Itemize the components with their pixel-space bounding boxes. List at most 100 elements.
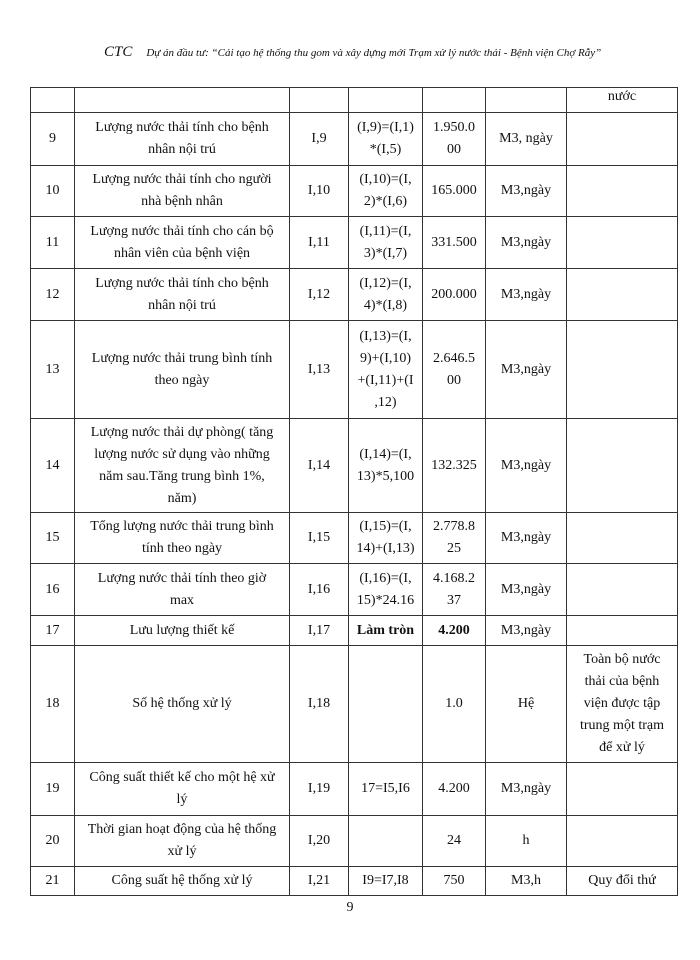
- table-row: 10 Lượng nước thải tính cho người nhà bện…: [30, 165, 678, 217]
- cell-unit: M3,ngày: [485, 615, 567, 646]
- cell-no: 21: [30, 866, 75, 896]
- cell-name: Lượng nước thải tính cho bệnh nhân nội t…: [74, 268, 290, 321]
- cell-unit: h: [485, 815, 567, 867]
- cell-code: I,20: [289, 815, 349, 867]
- table-row: 21 Công suất hệ thống xử lý I,21 I9=I7,I8 75…: [30, 866, 678, 896]
- cell-name: Lượng nước thải trung bình tính theo ngà…: [74, 320, 290, 419]
- cell-unit: M3,ngày: [485, 512, 567, 564]
- cell-unit: M3,ngày: [485, 418, 567, 513]
- cell-note: [566, 815, 678, 867]
- table-row: 16 Lượng nước thải tính theo giờ max I,16(…: [30, 563, 678, 616]
- table-row: 9 Lượng nước thải tính cho bệnh nhân nội …: [30, 112, 678, 166]
- cell-value: 331.500: [422, 216, 486, 269]
- cell-code: [289, 87, 349, 113]
- table-row: 17 Lưu lượng thiết kế I,17 Làm tròn 4.200 M3,…: [30, 615, 678, 646]
- cell-no: [30, 87, 75, 113]
- cell-unit: M3,ngày: [485, 563, 567, 616]
- cell-note: [566, 320, 678, 419]
- cell-code: I,21: [289, 866, 349, 896]
- cell-code: I,10: [289, 165, 349, 217]
- table-row: 11 Lượng nước thải tính cho cán bộ nhân v…: [30, 216, 678, 269]
- cell-code: I,13: [289, 320, 349, 419]
- cell-note: Quy đổi thứ: [566, 866, 678, 896]
- cell-note: [566, 112, 678, 166]
- cell-unit: M3,ngày: [485, 268, 567, 321]
- cell-formula: (I,11)=(I, 3)*(I,7): [348, 216, 423, 269]
- cell-value: 132.325: [422, 418, 486, 513]
- cell-name: Lượng nước thải dự phòng( tăng lượng nướ…: [74, 418, 290, 513]
- cell-code: I,14: [289, 418, 349, 513]
- table-row: 19 Công suất thiết kế cho một hệ xử lý I,1…: [30, 762, 678, 816]
- cell-unit: [485, 87, 567, 113]
- cell-name: [74, 87, 290, 113]
- cell-code: I,9: [289, 112, 349, 166]
- table-row: 13 Lượng nước thải trung bình tính theo n…: [30, 320, 678, 419]
- cell-value: 2.646.5 00: [422, 320, 486, 419]
- cell-note: [566, 512, 678, 564]
- cell-note: nước: [566, 87, 678, 113]
- cell-value: 1.0: [422, 645, 486, 763]
- cell-formula: (I,13)=(I, 9)+(I,10) +(I,11)+(I ,12): [348, 320, 423, 419]
- cell-no: 12: [30, 268, 75, 321]
- cell-value: [422, 87, 486, 113]
- cell-formula: [348, 645, 423, 763]
- cell-name: Số hệ thống xử lý: [74, 645, 290, 763]
- cell-formula: [348, 815, 423, 867]
- cell-formula: [348, 87, 423, 113]
- cell-code: I,19: [289, 762, 349, 816]
- cell-formula: 17=I5,I6: [348, 762, 423, 816]
- cell-no: 14: [30, 418, 75, 513]
- calculation-table: nước 9 Lượng nước thải tính cho bệnh nhân …: [30, 87, 678, 896]
- table-row: nước: [30, 87, 678, 113]
- cell-no: 10: [30, 165, 75, 217]
- cell-value: 200.000: [422, 268, 486, 321]
- cell-code: I,15: [289, 512, 349, 564]
- cell-name: Công suất thiết kế cho một hệ xử lý: [74, 762, 290, 816]
- cell-name: Lượng nước thải tính cho cán bộ nhân viê…: [74, 216, 290, 269]
- cell-formula: (I,16)=(I, 15)*24.16: [348, 563, 423, 616]
- table-row: 14 Lượng nước thải dự phòng( tăng lượng n…: [30, 418, 678, 513]
- page-number: 9: [346, 900, 354, 915]
- cell-note: [566, 165, 678, 217]
- cell-unit: Hệ: [485, 645, 567, 763]
- cell-formula: Làm tròn: [348, 615, 423, 646]
- cell-formula: (I,10)=(I, 2)*(I,6): [348, 165, 423, 217]
- cell-unit: M3,ngày: [485, 762, 567, 816]
- cell-code: I,11: [289, 216, 349, 269]
- cell-formula: (I,9)=(I,1) *(I,5): [348, 112, 423, 166]
- cell-no: 15: [30, 512, 75, 564]
- cell-unit: M3,ngày: [485, 216, 567, 269]
- cell-formula: (I,15)=(I, 14)+(I,13): [348, 512, 423, 564]
- cell-name: Lượng nước thải tính cho người nhà bệnh …: [74, 165, 290, 217]
- table-row: 12 Lượng nước thải tính cho bệnh nhân nội…: [30, 268, 678, 321]
- cell-unit: M3,ngày: [485, 165, 567, 217]
- cell-note: [566, 563, 678, 616]
- cell-no: 17: [30, 615, 75, 646]
- table-row: 20 Thời gian hoạt động của hệ thống xử lý…: [30, 815, 678, 867]
- cell-name: Tổng lượng nước thải trung bình tính the…: [74, 512, 290, 564]
- cell-code: I,17: [289, 615, 349, 646]
- cell-formula: (I,12)=(I, 4)*(I,8): [348, 268, 423, 321]
- cell-formula: I9=I7,I8: [348, 866, 423, 896]
- cell-note: [566, 268, 678, 321]
- cell-name: Thời gian hoạt động của hệ thống xử lý: [74, 815, 290, 867]
- cell-no: 16: [30, 563, 75, 616]
- cell-value: 165.000: [422, 165, 486, 217]
- header-project: Dự án đầu tư: “Cải tạo hệ thống thu gom …: [146, 47, 602, 59]
- cell-value: 4.168.2 37: [422, 563, 486, 616]
- cell-no: 11: [30, 216, 75, 269]
- table-row: 15 Tổng lượng nước thải trung bình tính t…: [30, 512, 678, 564]
- cell-note: [566, 615, 678, 646]
- cell-no: 20: [30, 815, 75, 867]
- cell-no: 9: [30, 112, 75, 166]
- cell-name: Công suất hệ thống xử lý: [74, 866, 290, 896]
- cell-value: 24: [422, 815, 486, 867]
- header-logo: CTC: [104, 44, 133, 60]
- cell-value: 4.200: [422, 615, 486, 646]
- cell-code: I,18: [289, 645, 349, 763]
- cell-value: 750: [422, 866, 486, 896]
- cell-no: 13: [30, 320, 75, 419]
- cell-unit: M3,ngày: [485, 320, 567, 419]
- cell-formula: (I,14)=(I, 13)*5,100: [348, 418, 423, 513]
